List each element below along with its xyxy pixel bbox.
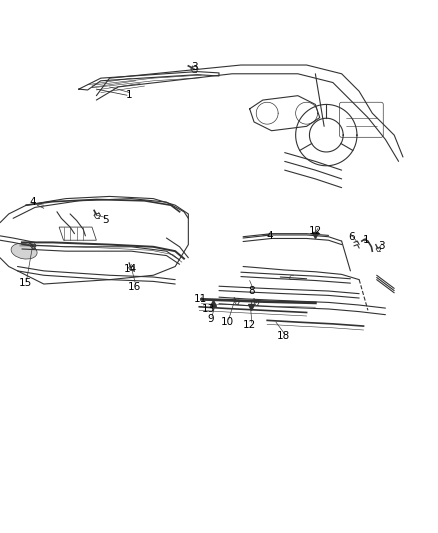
Text: 8: 8 xyxy=(248,286,255,296)
Text: 10: 10 xyxy=(220,317,233,327)
Text: 13: 13 xyxy=(202,304,215,314)
Text: 5: 5 xyxy=(102,215,109,224)
Text: 11: 11 xyxy=(194,294,207,304)
Text: 3: 3 xyxy=(191,62,198,72)
Text: 9: 9 xyxy=(207,313,214,324)
Polygon shape xyxy=(59,227,96,240)
Ellipse shape xyxy=(11,243,37,259)
Text: 6: 6 xyxy=(348,232,355,242)
Text: 1: 1 xyxy=(126,90,133,100)
Text: 4: 4 xyxy=(267,231,274,241)
Text: 3: 3 xyxy=(378,241,385,251)
Text: 14: 14 xyxy=(124,264,137,274)
Text: 4: 4 xyxy=(29,197,36,207)
Text: C: C xyxy=(289,274,294,281)
Text: 12: 12 xyxy=(243,320,256,330)
Text: 18: 18 xyxy=(277,331,290,341)
Text: 1: 1 xyxy=(363,235,370,245)
Text: 15: 15 xyxy=(19,278,32,288)
Text: 16: 16 xyxy=(128,282,141,292)
FancyBboxPatch shape xyxy=(339,102,383,138)
Text: 12: 12 xyxy=(309,225,322,236)
